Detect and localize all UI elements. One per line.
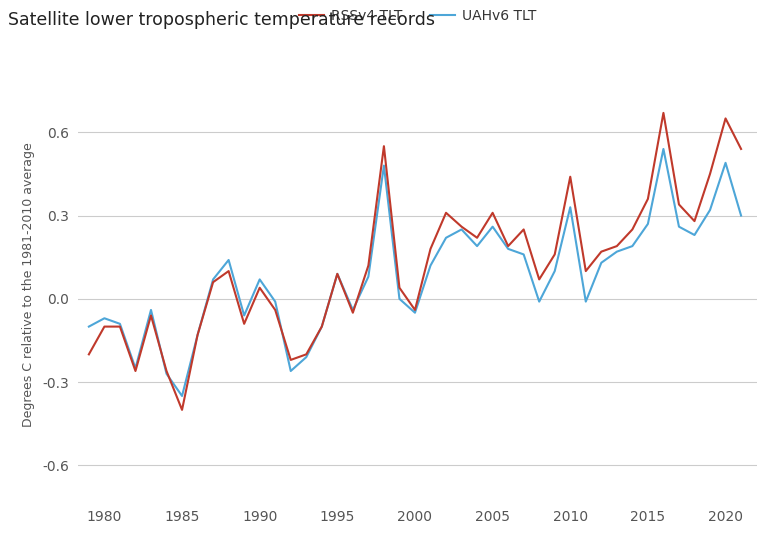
UAHv6 TLT bbox=[363, 273, 373, 280]
UAHv6 TLT bbox=[426, 262, 435, 269]
UAHv6 TLT bbox=[503, 246, 512, 252]
RSSv4 TLT bbox=[690, 218, 699, 225]
RSSv4 TLT bbox=[519, 226, 528, 233]
UAHv6 TLT bbox=[302, 354, 311, 361]
RSSv4 TLT bbox=[721, 115, 730, 122]
RSSv4 TLT bbox=[286, 357, 296, 363]
UAHv6 TLT bbox=[736, 212, 746, 219]
UAHv6 TLT bbox=[628, 243, 637, 249]
RSSv4 TLT bbox=[271, 307, 280, 313]
UAHv6 TLT bbox=[317, 323, 327, 330]
RSSv4 TLT bbox=[488, 209, 498, 216]
RSSv4 TLT bbox=[550, 251, 559, 258]
RSSv4 TLT bbox=[581, 268, 590, 275]
UAHv6 TLT bbox=[674, 224, 683, 230]
UAHv6 TLT bbox=[379, 162, 388, 169]
RSSv4 TLT bbox=[363, 262, 373, 269]
UAHv6 TLT bbox=[441, 235, 451, 241]
UAHv6 TLT bbox=[115, 321, 125, 327]
UAHv6 TLT bbox=[100, 315, 109, 322]
UAHv6 TLT bbox=[705, 207, 714, 213]
UAHv6 TLT bbox=[488, 224, 498, 230]
RSSv4 TLT bbox=[177, 407, 186, 413]
RSSv4 TLT bbox=[348, 310, 357, 316]
UAHv6 TLT bbox=[597, 259, 606, 266]
RSSv4 TLT bbox=[379, 143, 388, 150]
RSSv4 TLT bbox=[115, 323, 125, 330]
UAHv6 TLT bbox=[177, 393, 186, 399]
UAHv6 TLT bbox=[193, 332, 202, 338]
UAHv6 TLT bbox=[286, 368, 296, 374]
RSSv4 TLT bbox=[441, 209, 451, 216]
UAHv6 TLT bbox=[659, 146, 668, 152]
UAHv6 TLT bbox=[410, 310, 420, 316]
RSSv4 TLT bbox=[410, 307, 420, 313]
UAHv6 TLT bbox=[457, 226, 466, 233]
UAHv6 TLT bbox=[332, 271, 342, 277]
RSSv4 TLT bbox=[302, 351, 311, 358]
UAHv6 TLT bbox=[534, 298, 544, 305]
RSSv4 TLT bbox=[395, 284, 404, 291]
Line: RSSv4 TLT: RSSv4 TLT bbox=[89, 113, 741, 410]
RSSv4 TLT bbox=[736, 146, 746, 152]
RSSv4 TLT bbox=[457, 224, 466, 230]
RSSv4 TLT bbox=[597, 248, 606, 255]
UAHv6 TLT bbox=[612, 248, 622, 255]
UAHv6 TLT bbox=[395, 295, 404, 302]
RSSv4 TLT bbox=[644, 196, 653, 202]
RSSv4 TLT bbox=[566, 173, 575, 180]
RSSv4 TLT bbox=[659, 110, 668, 116]
RSSv4 TLT bbox=[332, 271, 342, 277]
UAHv6 TLT bbox=[644, 221, 653, 227]
Text: Satellite lower tropospheric temperature records: Satellite lower tropospheric temperature… bbox=[8, 11, 434, 29]
UAHv6 TLT bbox=[161, 370, 171, 377]
UAHv6 TLT bbox=[208, 276, 218, 283]
RSSv4 TLT bbox=[193, 332, 202, 338]
UAHv6 TLT bbox=[224, 256, 233, 263]
UAHv6 TLT bbox=[566, 204, 575, 210]
UAHv6 TLT bbox=[271, 298, 280, 305]
UAHv6 TLT bbox=[255, 276, 264, 283]
RSSv4 TLT bbox=[317, 323, 327, 330]
RSSv4 TLT bbox=[628, 226, 637, 233]
RSSv4 TLT bbox=[255, 284, 264, 291]
RSSv4 TLT bbox=[473, 235, 482, 241]
UAHv6 TLT bbox=[239, 312, 249, 319]
RSSv4 TLT bbox=[224, 268, 233, 275]
UAHv6 TLT bbox=[473, 243, 482, 249]
RSSv4 TLT bbox=[534, 276, 544, 283]
UAHv6 TLT bbox=[721, 159, 730, 166]
Y-axis label: Degrees C relative to the 1981-2010 average: Degrees C relative to the 1981-2010 aver… bbox=[22, 142, 35, 427]
UAHv6 TLT bbox=[550, 268, 559, 275]
RSSv4 TLT bbox=[705, 170, 714, 177]
UAHv6 TLT bbox=[348, 307, 357, 313]
RSSv4 TLT bbox=[84, 351, 94, 358]
RSSv4 TLT bbox=[503, 243, 512, 249]
UAHv6 TLT bbox=[690, 232, 699, 238]
UAHv6 TLT bbox=[84, 323, 94, 330]
UAHv6 TLT bbox=[581, 298, 590, 305]
RSSv4 TLT bbox=[131, 368, 140, 374]
RSSv4 TLT bbox=[208, 279, 218, 286]
Legend: RSSv4 TLT, UAHv6 TLT: RSSv4 TLT, UAHv6 TLT bbox=[293, 3, 541, 28]
RSSv4 TLT bbox=[674, 201, 683, 208]
RSSv4 TLT bbox=[239, 321, 249, 327]
RSSv4 TLT bbox=[100, 323, 109, 330]
UAHv6 TLT bbox=[519, 251, 528, 258]
RSSv4 TLT bbox=[161, 368, 171, 374]
UAHv6 TLT bbox=[131, 365, 140, 372]
RSSv4 TLT bbox=[612, 243, 622, 249]
Line: UAHv6 TLT: UAHv6 TLT bbox=[89, 149, 741, 396]
UAHv6 TLT bbox=[147, 307, 156, 313]
RSSv4 TLT bbox=[426, 246, 435, 252]
RSSv4 TLT bbox=[147, 312, 156, 319]
